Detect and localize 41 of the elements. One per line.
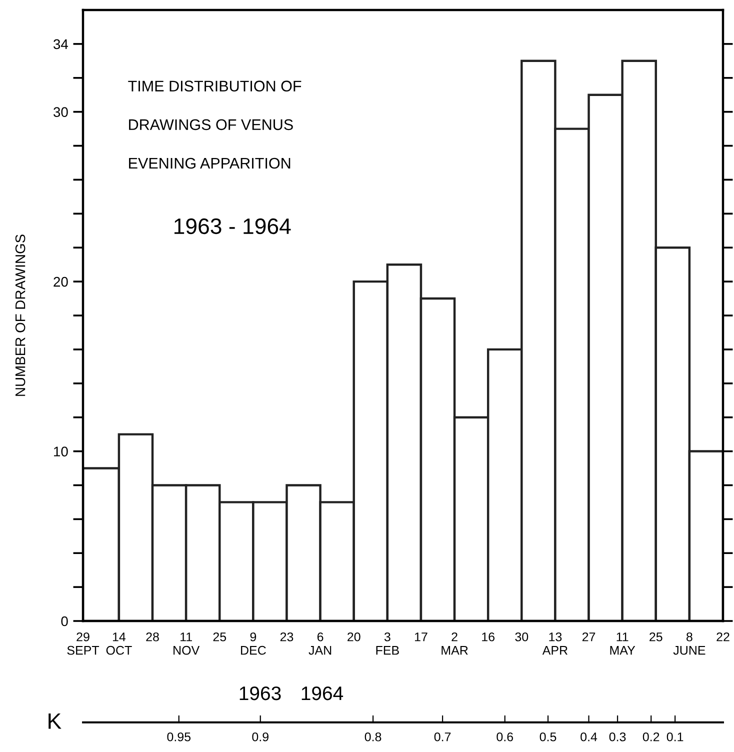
x-tick-label: 13 APR bbox=[542, 632, 568, 655]
y-tick-label: 20 bbox=[54, 276, 68, 287]
x2-tick-label: 0.95 bbox=[167, 732, 191, 742]
x-tick-label: 11 MAY bbox=[610, 632, 636, 655]
x-tick-label: 8 JUNE bbox=[673, 632, 706, 655]
y-axis-title: NUMBER OF DRAWINGS bbox=[15, 234, 26, 396]
text: 1963 bbox=[240, 686, 281, 700]
x2-tick-label: 0.4 bbox=[580, 732, 598, 742]
x-tick-label: 23 bbox=[280, 632, 294, 642]
x-tick-label: 16 bbox=[482, 632, 494, 642]
x-tick-label: 2 MAR bbox=[442, 632, 468, 655]
x2-tick-label: 0.9 bbox=[252, 732, 268, 742]
x-tick-label: 30 bbox=[515, 632, 528, 642]
chart-title: TIME DISTRIBUTION OF DRAWINGS OF VENUS EVENING APPARITION bbox=[128, 80, 302, 169]
x-tick-label: 25 bbox=[213, 632, 226, 642]
x2-tick-label: 0.8 bbox=[364, 732, 382, 742]
x2-tick-label: 0.2 bbox=[642, 732, 660, 742]
y-tick-label: 30 bbox=[54, 107, 68, 118]
x2-axis-title: K bbox=[48, 713, 62, 729]
text: 1963 - 1964 bbox=[174, 218, 291, 234]
y-tick-label: 0 bbox=[61, 616, 68, 626]
x-tick-label: 3 FEB bbox=[376, 632, 399, 655]
x2-tick-label: 0.6 bbox=[496, 732, 514, 742]
x-tick-label: 20 bbox=[348, 632, 360, 642]
x-tick-label: 25 bbox=[650, 632, 662, 642]
x2-tick-label: 0.7 bbox=[434, 732, 451, 742]
x-tick-label: 9 DEC bbox=[241, 632, 266, 655]
x-tick-label: 29 SEPT bbox=[67, 632, 100, 655]
x2-tick-label: 0.5 bbox=[540, 732, 556, 742]
x-tick-label: 28 bbox=[146, 632, 159, 642]
x-tick-label: 11 NOV bbox=[174, 632, 200, 655]
x2-tick-label: 0.3 bbox=[609, 732, 626, 742]
text: 1964 bbox=[302, 686, 344, 700]
x-tick-label: 22 bbox=[716, 632, 730, 642]
x-tick-label: 17 bbox=[414, 632, 428, 642]
x-tick-label: 14 OCT bbox=[106, 632, 132, 655]
x2-tick-label: 0.1 bbox=[666, 732, 684, 742]
y-tick-label: 10 bbox=[54, 446, 68, 456]
y-tick-label: 34 bbox=[54, 39, 68, 50]
x-tick-label: 6 JAN bbox=[308, 632, 332, 655]
x-tick-label: 27 bbox=[582, 632, 596, 642]
